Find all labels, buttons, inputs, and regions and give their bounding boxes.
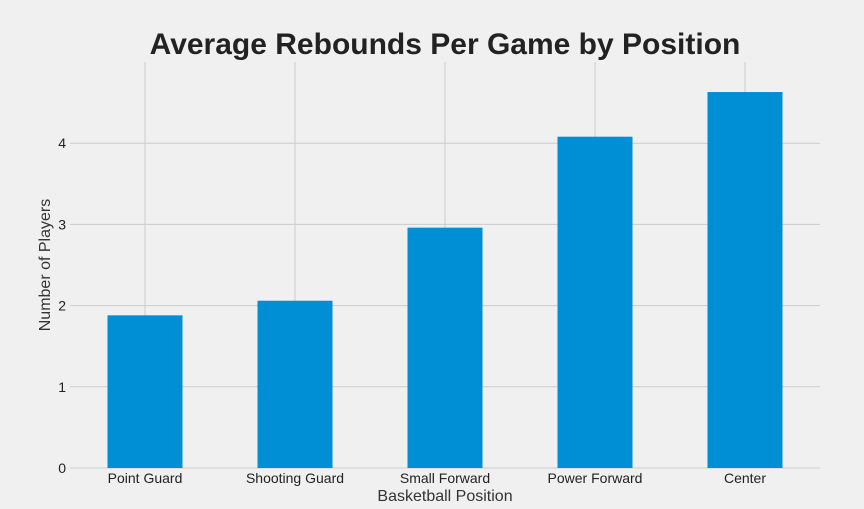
x-tick-label: Power Forward bbox=[548, 470, 643, 486]
y-tick-labels: 0 1 2 3 4 bbox=[58, 135, 66, 476]
bar bbox=[257, 300, 333, 468]
y-axis-label: Number of Players bbox=[37, 199, 54, 332]
x-tick-label: Center bbox=[724, 470, 766, 486]
y-tick-label: 4 bbox=[58, 135, 66, 151]
x-axis-label: Basketball Position bbox=[377, 488, 512, 504]
x-tick-label: Point Guard bbox=[108, 470, 183, 486]
y-tick-label: 3 bbox=[58, 216, 66, 232]
x-tick-labels: Point Guard Shooting Guard Small Forward Po… bbox=[108, 470, 767, 486]
y-tick-label: 2 bbox=[58, 298, 66, 314]
x-tick-label: Small Forward bbox=[400, 470, 490, 486]
bars bbox=[107, 92, 783, 469]
chart-title: Average Rebounds Per Game by Position bbox=[150, 28, 741, 61]
bar bbox=[107, 315, 183, 468]
y-tick-label: 0 bbox=[58, 460, 66, 476]
bar bbox=[407, 227, 483, 468]
bar bbox=[707, 92, 783, 468]
y-tick-label: 1 bbox=[58, 379, 66, 395]
x-tick-label: Shooting Guard bbox=[246, 470, 344, 486]
bar bbox=[557, 136, 633, 469]
